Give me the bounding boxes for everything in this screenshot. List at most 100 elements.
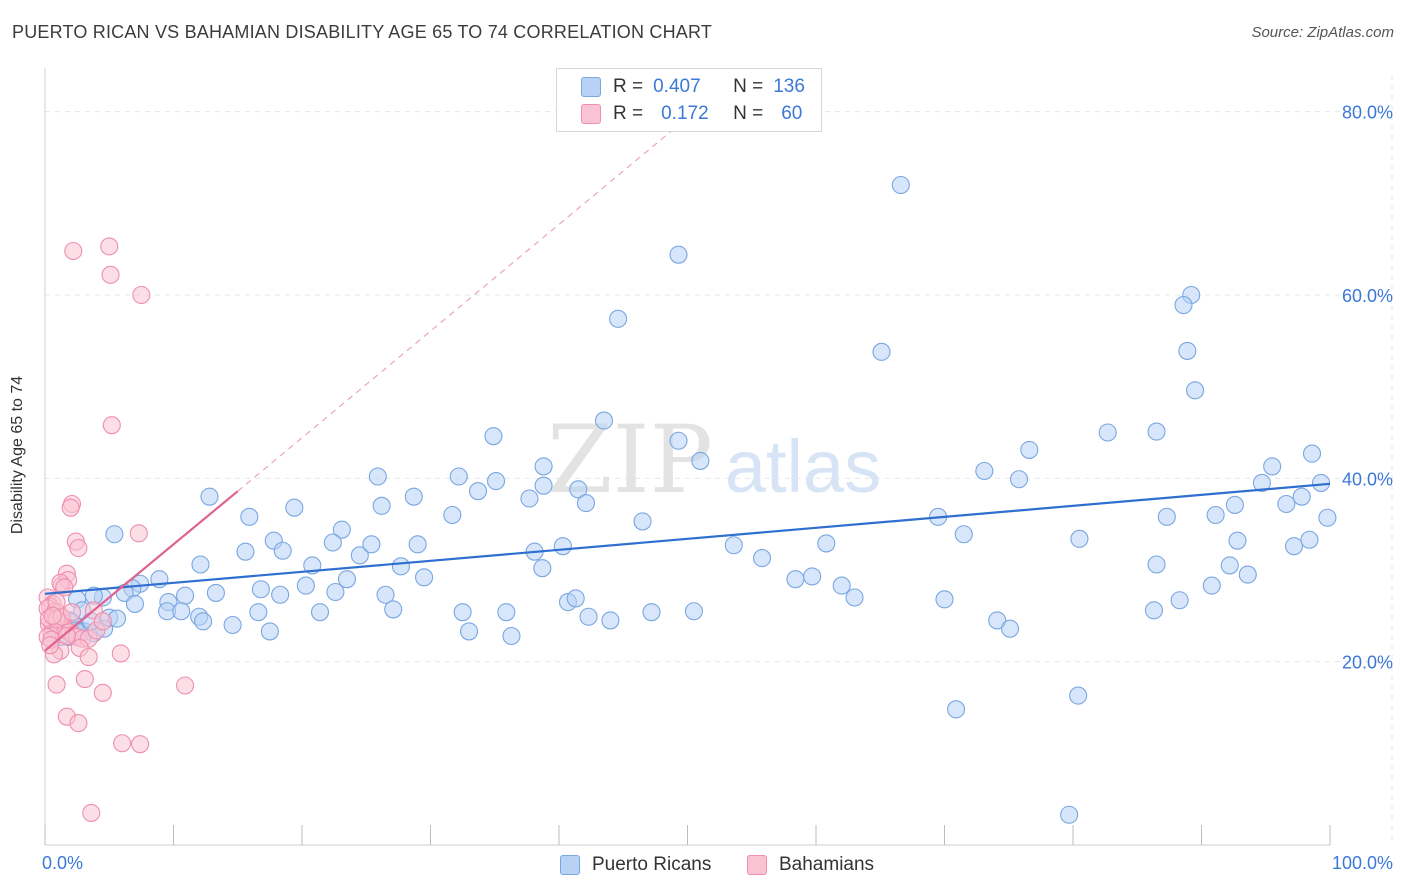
puerto-rican-point (200, 487, 219, 506)
puerto-rican-point (533, 559, 552, 578)
puerto-rican-point (271, 585, 290, 604)
watermark-atlas: atlas (725, 425, 881, 508)
puerto-rican-point (251, 580, 270, 599)
puerto-rican-point (724, 536, 743, 555)
puerto-ricans-legend-swatch (560, 855, 580, 875)
bahamian-point (61, 498, 80, 517)
puerto-rican-point (803, 567, 822, 586)
puerto-rican-point (642, 603, 661, 622)
puerto-rican-point (947, 700, 966, 719)
bahamian-point (75, 670, 94, 689)
puerto-rican-point (1206, 505, 1225, 525)
puerto-rican-point (368, 467, 387, 486)
puerto-rican-point (954, 525, 973, 544)
puerto-rican-point (1020, 440, 1039, 459)
puerto-rican-point (1144, 601, 1164, 620)
puerto-rican-point (310, 603, 330, 622)
puerto-rican-point (105, 525, 124, 544)
puerto-rican-point (125, 594, 144, 613)
bahamian-point (69, 714, 88, 733)
bahamian-point (129, 524, 148, 543)
puerto-rican-point (534, 457, 553, 476)
puerto-rican-point (176, 586, 195, 605)
source-credit: Source: ZipAtlas.com (1251, 24, 1394, 41)
puerto-rican-point (484, 427, 503, 446)
puerto-rican-point (273, 541, 292, 560)
legend-stats: R = 0.407 N = 136 R = 0.172 N = 60 (556, 68, 822, 132)
puerto-rican-point (408, 535, 427, 554)
legend-item-puerto-ricans[interactable]: Puerto Ricans (560, 854, 711, 876)
puerto-rican-point (1292, 487, 1311, 506)
puerto-rican-point (975, 461, 994, 481)
puerto-rican-point (337, 570, 357, 589)
bahamian-point (131, 735, 150, 754)
puerto-rican-point (1277, 494, 1296, 514)
puerto-rican-point (332, 520, 351, 539)
bahamian-point (93, 612, 112, 631)
bahamians-legend-swatch (747, 855, 767, 875)
puerto-rican-point (404, 487, 423, 506)
puerto-rican-point (786, 570, 805, 589)
puerto-rican-point (172, 602, 191, 621)
bahamians-legend-label: Bahamians (779, 854, 875, 875)
puerto-rican-point (206, 583, 225, 602)
puerto-rican-point (223, 615, 242, 635)
legend-row-bahamians: R = 0.172 N = 60 (557, 101, 802, 127)
puerto-rican-point (569, 480, 588, 499)
puerto-rican-point (1302, 444, 1322, 463)
bahamian-point (111, 644, 130, 663)
puerto-rican-point (468, 482, 488, 501)
puerto-rican-point (285, 498, 304, 517)
puerto-rican-point (236, 542, 255, 561)
puerto-rican-point (376, 585, 395, 604)
tick-labels: 20.0% 40.0% 60.0% 80.0% 0.0% 100.0% (42, 103, 1393, 873)
bahamian-point (101, 265, 120, 284)
puerto-rican-point (1098, 423, 1117, 442)
puerto-rican-point (935, 590, 954, 609)
legend-item-bahamians[interactable]: Bahamians (747, 854, 874, 876)
puerto-rican-point (1009, 470, 1029, 489)
axes (44, 68, 1331, 846)
bahamians-swatch (581, 104, 601, 124)
puerto-rican-point (323, 533, 342, 552)
puerto-rican-point (1220, 556, 1239, 575)
puerto-rican-point (1147, 555, 1166, 574)
puerto-rican-point (372, 496, 391, 515)
bahamian-point (57, 626, 76, 646)
puerto-rican-point (240, 507, 259, 526)
puerto-rican-point (384, 600, 403, 619)
puerto-rican-point (669, 431, 688, 450)
puerto-ricans-trend-line (44, 482, 1331, 595)
puerto-rican-point (191, 555, 210, 574)
trend-lines (44, 74, 1331, 652)
bahamians-trend-line (44, 490, 239, 652)
puerto-ricans-swatch (581, 77, 601, 97)
puerto-rican-point (449, 467, 468, 486)
x-tick-label: 0.0% (42, 853, 83, 873)
puerto-rican-point (684, 602, 703, 621)
puerto-rican-point (296, 576, 315, 595)
puerto-rican-point (497, 603, 516, 622)
puerto-rican-point (350, 546, 369, 565)
puerto-rican-point (502, 626, 521, 646)
puerto-rican-point (391, 557, 410, 576)
puerto-rican-point (1147, 422, 1166, 441)
bahamian-point (100, 237, 119, 256)
puerto-rican-point (486, 472, 506, 491)
bahamian-point (132, 285, 151, 305)
puerto-rican-point (1228, 531, 1247, 550)
puerto-rican-point (194, 612, 213, 631)
puerto-rican-point (249, 603, 268, 622)
puerto-rican-point (1300, 530, 1319, 549)
bahamians-points (38, 237, 195, 822)
bahamian-point (176, 676, 195, 695)
puerto-rican-point (633, 512, 652, 531)
puerto-rican-point (1069, 686, 1088, 705)
y-tick-label: 80.0% (1342, 103, 1393, 123)
puerto-rican-point (817, 534, 836, 553)
legend-series: Puerto Ricans Bahamians (0, 852, 1406, 878)
puerto-rican-point (872, 342, 891, 361)
puerto-rican-point (891, 175, 910, 195)
puerto-rican-point (576, 494, 596, 513)
